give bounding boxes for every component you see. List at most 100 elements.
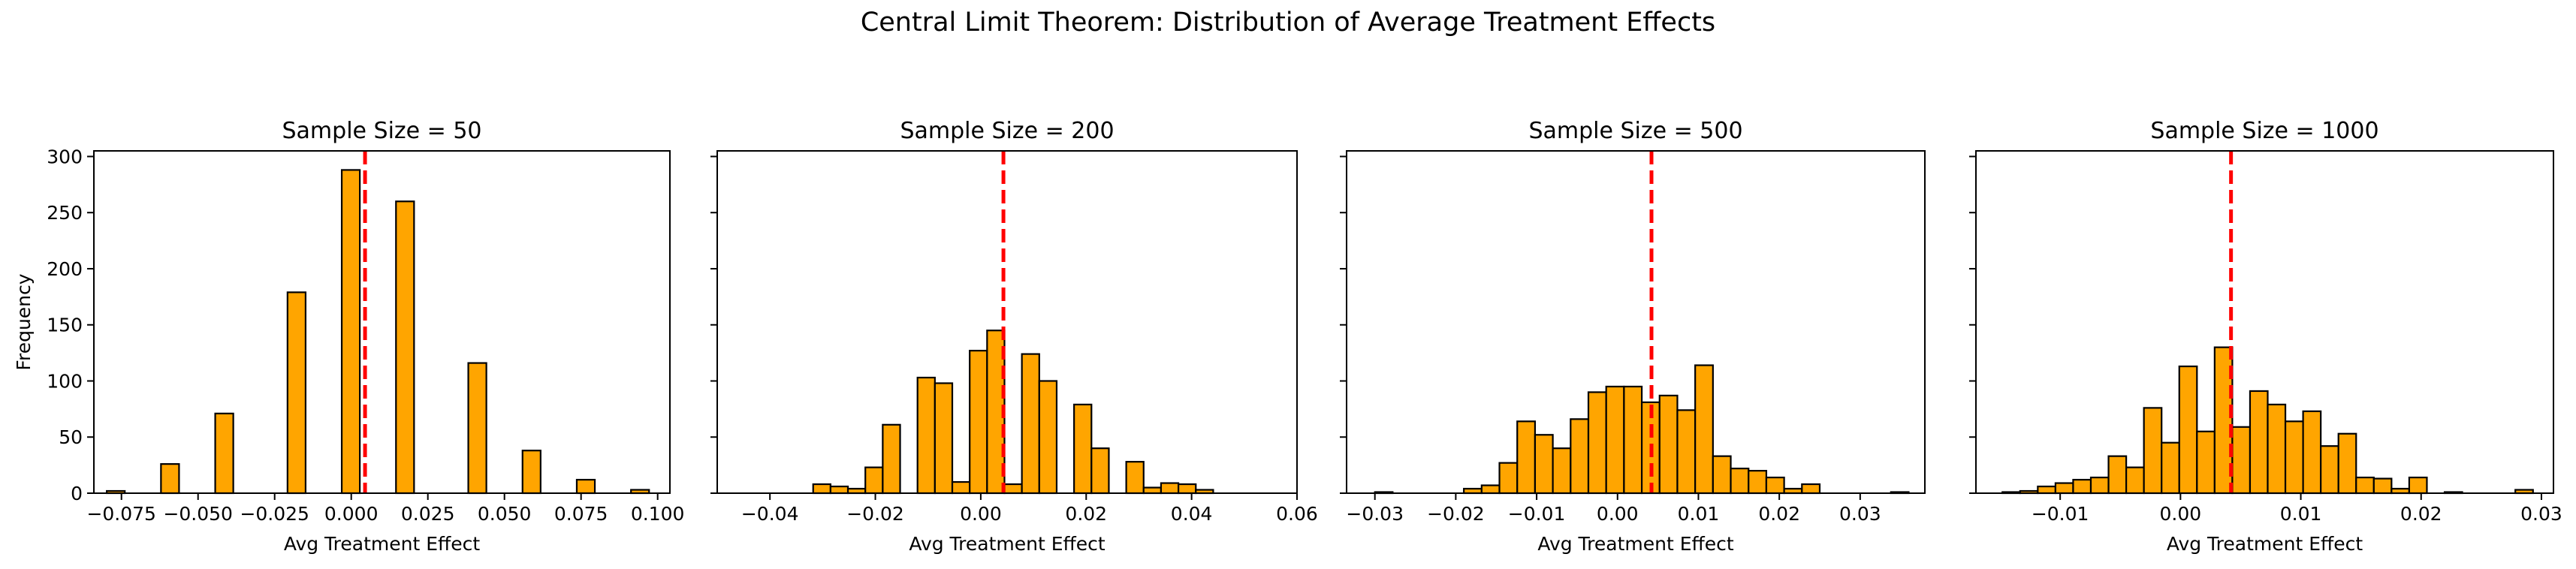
histogram-bar [2072, 478, 2092, 495]
histogram-bar [1570, 418, 1590, 495]
histogram-bar [1498, 462, 1519, 495]
histogram-bar [1587, 391, 1607, 495]
histogram-bar [160, 463, 180, 495]
y-tick-label: 100 [47, 370, 83, 392]
subplot-title: Sample Size = 500 [1528, 118, 1742, 144]
histogram-bar [1073, 403, 1093, 495]
histogram-bar [1765, 476, 1785, 495]
histogram-bar [2037, 485, 2056, 495]
histogram-bar [882, 423, 901, 495]
x-tick-label: −0.01 [2032, 503, 2089, 525]
histogram-bar [1125, 461, 1145, 495]
histogram-bar [1748, 469, 1768, 495]
y-tick-label: 150 [47, 315, 83, 336]
histogram-bar [1676, 409, 1697, 495]
histogram-bar [2355, 476, 2375, 495]
x-tick-label: −0.02 [846, 503, 904, 525]
x-axis-label: Avg Treatment Effect [284, 533, 481, 555]
histogram-bar [1534, 434, 1554, 495]
histogram-bar [1003, 483, 1023, 495]
histogram-bar [2125, 466, 2145, 495]
histogram-bar [1694, 364, 1714, 495]
x-tick-label: −0.050 [163, 503, 233, 525]
axes-frame [93, 150, 671, 494]
x-tick-label: 0.02 [2400, 503, 2442, 525]
histogram-bar [340, 169, 361, 495]
histogram-bar [2231, 426, 2252, 495]
x-tick-label: −0.02 [1427, 503, 1485, 525]
histogram-bar [467, 362, 487, 495]
histogram-bar [1658, 394, 1679, 495]
histogram-bar [951, 480, 971, 495]
figure-title: Central Limit Theorem: Distribution of A… [860, 8, 1716, 38]
histogram-bar [2249, 390, 2269, 495]
histogram-bar [812, 483, 831, 495]
x-tick-label: −0.04 [741, 503, 799, 525]
x-tick-label: 0.00 [1597, 503, 1639, 525]
y-tick-label: 200 [47, 258, 83, 280]
x-tick-label: 0.01 [1678, 503, 1720, 525]
histogram-bar [916, 376, 936, 495]
histogram-bar [2267, 403, 2287, 495]
histogram-bar [1160, 482, 1180, 495]
histogram-bar [1801, 483, 1821, 495]
x-tick-label: 0.075 [554, 503, 608, 525]
histogram-bar [2408, 476, 2428, 495]
histogram-bar [2054, 482, 2074, 495]
y-tick-label: 50 [59, 426, 83, 448]
x-tick-label: 0.00 [2160, 503, 2202, 525]
x-tick-label: 0.03 [1839, 503, 1881, 525]
axes-frame [1346, 150, 1926, 494]
y-axis-label: Frequency [13, 273, 35, 370]
histogram-bar [2107, 455, 2128, 495]
subplot-1: −0.075 −0.050 −0.025 0.000 0.025 0.050 0.075 0.… [13, 118, 684, 555]
subplot-title: Sample Size = 200 [900, 118, 1114, 144]
histogram-bar [214, 412, 234, 495]
x-tick-label: −0.03 [1346, 503, 1404, 525]
y-tick-label: 0 [71, 483, 83, 504]
histogram-bar [2196, 430, 2216, 495]
x-axis-label: Avg Treatment Effect [909, 533, 1106, 555]
x-axis-label: Avg Treatment Effect [1537, 533, 1734, 555]
histogram-bar [829, 485, 849, 495]
histogram-bar [521, 450, 541, 495]
x-tick-label: 0.01 [2280, 503, 2322, 525]
y-tick-label: 300 [47, 146, 83, 167]
histogram-bar [2320, 445, 2339, 495]
histogram-bar [1480, 484, 1501, 495]
histogram-bar [2284, 420, 2304, 495]
histogram-bar [575, 478, 596, 495]
histogram-bar [2143, 407, 2163, 495]
x-tick-label: 0.02 [1065, 503, 1107, 525]
x-tick-label: 0.06 [1276, 503, 1318, 525]
x-axis-label: Avg Treatment Effect [2167, 533, 2363, 555]
histogram-bar [1623, 385, 1643, 495]
subplot-4: −0.01 0.00 0.01 0.02 0.03 Sample Size = 1000 A… [1969, 118, 2562, 555]
histogram-bar [2161, 441, 2180, 495]
histogram-bar [1021, 353, 1040, 495]
histogram-bar [2178, 365, 2198, 495]
histogram-bar [1177, 483, 1197, 495]
histogram-bar [1712, 455, 1732, 495]
histogram-bar [2337, 432, 2357, 495]
histogram-bar [2089, 476, 2110, 495]
histogram-bar [864, 466, 884, 495]
x-tick-label: 0.02 [1758, 503, 1800, 525]
subplot-3: −0.03 −0.02 −0.01 0.00 0.01 0.02 0.03 Sample Si… [1340, 118, 1926, 555]
x-tick-label: 0.050 [478, 503, 532, 525]
x-tick-label: −0.075 [86, 503, 156, 525]
histogram-bar [1516, 420, 1537, 495]
histogram-bar [969, 350, 988, 495]
axes-frame [716, 150, 1298, 494]
histogram-bar [2302, 410, 2322, 495]
histogram-bar [1552, 447, 1572, 495]
histogram-bar [2372, 477, 2393, 495]
subplot-title: Sample Size = 1000 [2150, 118, 2378, 144]
y-tick-label: 250 [47, 202, 83, 224]
histogram-bar [1090, 447, 1110, 495]
x-tick-label: 0.000 [324, 503, 379, 525]
x-tick-label: 0.100 [631, 503, 685, 525]
histogram-bar [395, 200, 415, 495]
histogram-bar [934, 382, 954, 495]
